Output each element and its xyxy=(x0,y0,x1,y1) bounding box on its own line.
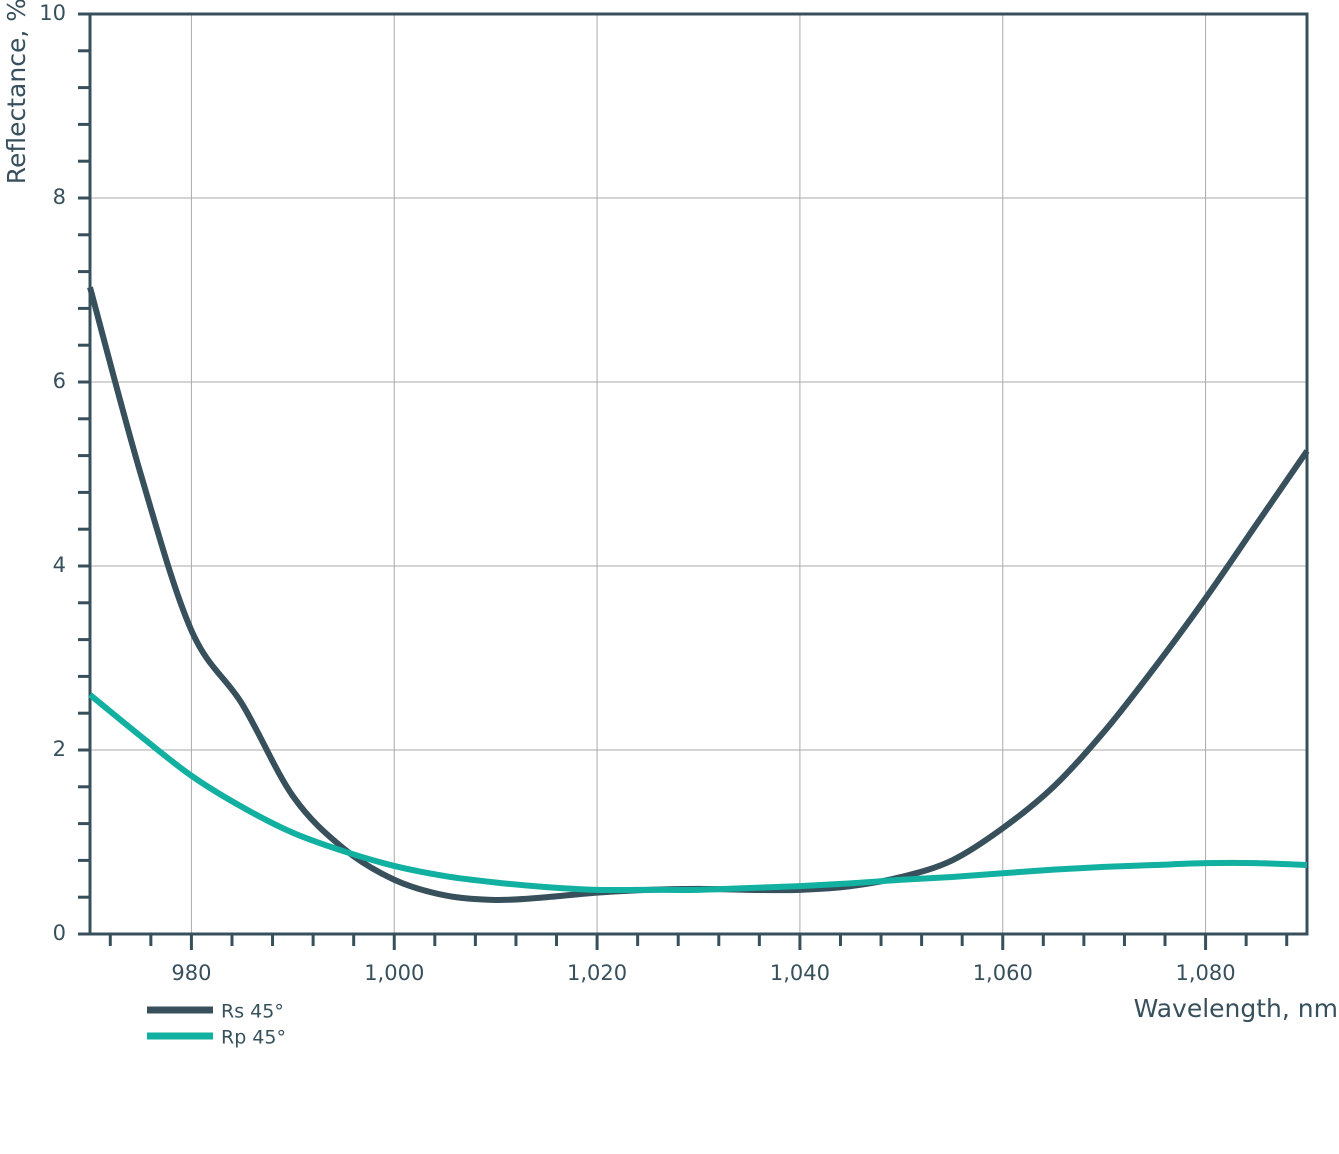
plot-frame xyxy=(88,12,1309,936)
y-tick-label: 4 xyxy=(53,553,66,577)
y-tick-label: 6 xyxy=(53,369,66,393)
x-axis-title: Wavelength, nm xyxy=(1134,994,1338,1023)
y-tick-label: 8 xyxy=(53,185,66,209)
y-tick-label: 10 xyxy=(39,1,66,25)
x-tick-label: 1,060 xyxy=(973,961,1033,985)
y-axis-title: Reflectance, % xyxy=(2,0,31,184)
y-tick-label: 2 xyxy=(53,737,66,761)
x-tick-label: 980 xyxy=(171,961,211,985)
x-tick-label: 1,040 xyxy=(770,961,830,985)
legend-label: Rp 45° xyxy=(221,1027,286,1049)
y-tick-label: 0 xyxy=(53,921,66,945)
legend-label: Rs 45° xyxy=(221,1001,284,1023)
x-tick-label: 1,080 xyxy=(1176,961,1236,985)
x-tick-label: 1,020 xyxy=(567,961,627,985)
series-line xyxy=(87,286,1310,903)
series-line xyxy=(88,692,1308,894)
x-tick-label: 1,000 xyxy=(364,961,424,985)
